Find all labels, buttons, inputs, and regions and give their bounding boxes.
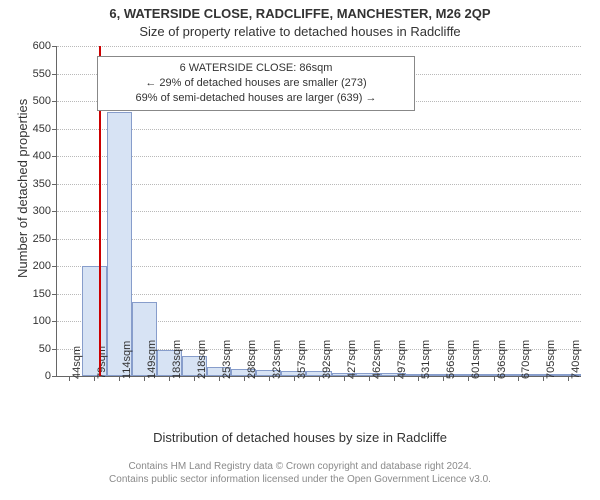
ytick-label: 550 xyxy=(33,68,51,80)
attribution-footer: Contains HM Land Registry data © Crown c… xyxy=(0,460,600,486)
xtick-label: 740sqm xyxy=(570,340,582,379)
ytick-label: 150 xyxy=(33,288,51,300)
xtick-label: 427sqm xyxy=(346,340,358,379)
xtick-label: 253sqm xyxy=(221,340,233,379)
xtick-label: 288sqm xyxy=(246,340,258,379)
chart-title-address: 6, WATERSIDE CLOSE, RADCLIFFE, MANCHESTE… xyxy=(0,6,600,21)
gridline xyxy=(57,294,581,295)
info-box-line2: ← 29% of detached houses are smaller (27… xyxy=(106,76,406,91)
gridline xyxy=(57,129,581,130)
xtick-label: 566sqm xyxy=(445,340,457,379)
xtick-mark xyxy=(394,376,395,381)
ytick-label: 600 xyxy=(33,40,51,52)
ytick-mark xyxy=(52,101,57,102)
xtick-mark xyxy=(518,376,519,381)
histogram-bar xyxy=(107,112,131,376)
info-box-line1: 6 WATERSIDE CLOSE: 86sqm xyxy=(106,61,406,76)
ytick-label: 200 xyxy=(33,260,51,272)
xtick-mark xyxy=(169,376,170,381)
xtick-label: 323sqm xyxy=(271,340,283,379)
ytick-label: 450 xyxy=(33,123,51,135)
xtick-mark xyxy=(244,376,245,381)
xtick-mark xyxy=(369,376,370,381)
footer-line1: Contains HM Land Registry data © Crown c… xyxy=(0,460,600,473)
ytick-mark xyxy=(52,156,57,157)
ytick-mark xyxy=(52,266,57,267)
xtick-label: 531sqm xyxy=(420,340,432,379)
xtick-label: 497sqm xyxy=(396,340,408,379)
ytick-label: 400 xyxy=(33,150,51,162)
xtick-label: 44sqm xyxy=(71,346,83,379)
ytick-mark xyxy=(52,74,57,75)
ytick-label: 250 xyxy=(33,233,51,245)
gridline xyxy=(57,184,581,185)
gridline xyxy=(57,239,581,240)
xtick-label: 114sqm xyxy=(121,341,133,379)
gridline xyxy=(57,266,581,267)
xtick-label: 601sqm xyxy=(470,340,482,379)
ytick-label: 300 xyxy=(33,205,51,217)
footer-line2: Contains public sector information licen… xyxy=(0,473,600,486)
ytick-mark xyxy=(52,184,57,185)
ytick-label: 50 xyxy=(39,343,51,355)
xtick-label: 392sqm xyxy=(321,340,333,379)
xtick-mark xyxy=(568,376,569,381)
xtick-mark xyxy=(219,376,220,381)
ytick-mark xyxy=(52,376,57,377)
xtick-label: 636sqm xyxy=(496,340,508,379)
xtick-label: 705sqm xyxy=(545,340,557,379)
xtick-label: 218sqm xyxy=(196,340,208,379)
x-axis-label: Distribution of detached houses by size … xyxy=(0,430,600,445)
ytick-label: 500 xyxy=(33,95,51,107)
xtick-label: 149sqm xyxy=(146,340,158,379)
ytick-mark xyxy=(52,211,57,212)
xtick-mark xyxy=(294,376,295,381)
ytick-mark xyxy=(52,321,57,322)
ytick-label: 350 xyxy=(33,178,51,190)
y-axis-label: Number of detached properties xyxy=(15,99,30,278)
info-box-line3: 69% of semi-detached houses are larger (… xyxy=(106,91,406,106)
xtick-label: 462sqm xyxy=(371,340,383,379)
gridline xyxy=(57,46,581,47)
gridline xyxy=(57,156,581,157)
ytick-mark xyxy=(52,239,57,240)
xtick-mark xyxy=(543,376,544,381)
chart-title-subtitle: Size of property relative to detached ho… xyxy=(0,24,600,39)
figure: 6, WATERSIDE CLOSE, RADCLIFFE, MANCHESTE… xyxy=(0,0,600,500)
xtick-label: 183sqm xyxy=(171,340,183,379)
ytick-label: 100 xyxy=(33,315,51,327)
ytick-mark xyxy=(52,129,57,130)
ytick-mark xyxy=(52,349,57,350)
xtick-label: 357sqm xyxy=(296,340,308,379)
xtick-mark xyxy=(494,376,495,381)
xtick-mark xyxy=(344,376,345,381)
ytick-label: 0 xyxy=(45,370,51,382)
xtick-label: 670sqm xyxy=(520,340,532,379)
ytick-mark xyxy=(52,294,57,295)
plot-area: 05010015020025030035040045050055060044sq… xyxy=(56,46,581,377)
gridline xyxy=(57,211,581,212)
xtick-mark xyxy=(194,376,195,381)
xtick-label: 79sqm xyxy=(96,346,108,379)
ytick-mark xyxy=(52,46,57,47)
info-box: 6 WATERSIDE CLOSE: 86sqm ← 29% of detach… xyxy=(97,56,415,111)
xtick-mark xyxy=(319,376,320,381)
